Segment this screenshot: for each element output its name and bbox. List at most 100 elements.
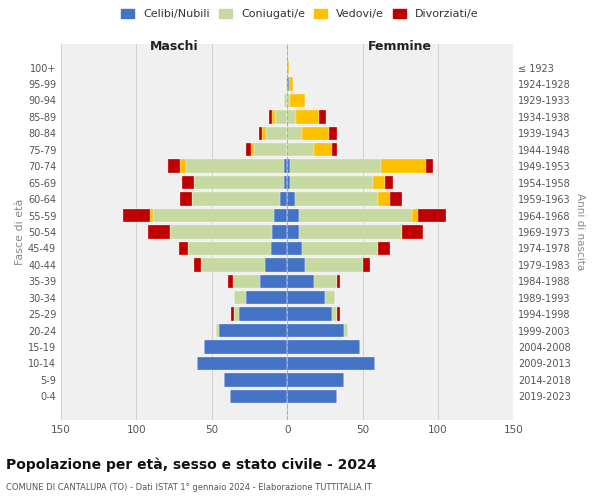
Bar xyxy=(197,356,287,370)
Bar xyxy=(192,192,280,206)
Text: COMUNE DI CANTALUPA (TO) - Dati ISTAT 1° gennaio 2024 - Elaborazione TUTTITALIA.: COMUNE DI CANTALUPA (TO) - Dati ISTAT 1°… xyxy=(6,482,372,492)
Bar xyxy=(168,160,180,173)
Bar xyxy=(232,308,235,321)
Legend: Celibi/Nubili, Coniugati/e, Vedovi/e, Divorziati/e: Celibi/Nubili, Coniugati/e, Vedovi/e, Di… xyxy=(118,6,482,22)
Y-axis label: Anni di nascita: Anni di nascita xyxy=(575,194,585,270)
Bar xyxy=(287,291,325,304)
Text: Maschi: Maschi xyxy=(150,40,199,53)
Bar xyxy=(377,192,390,206)
Bar xyxy=(332,143,337,156)
Bar xyxy=(247,291,287,304)
Bar xyxy=(289,78,293,91)
Bar xyxy=(180,160,186,173)
Bar xyxy=(182,176,194,190)
Bar xyxy=(287,274,314,288)
Bar xyxy=(380,160,426,173)
Bar xyxy=(280,192,287,206)
Bar xyxy=(287,143,314,156)
Bar xyxy=(269,110,272,124)
Bar xyxy=(272,225,287,238)
Bar xyxy=(201,258,265,272)
Bar xyxy=(194,258,201,272)
Bar xyxy=(153,209,274,222)
Bar xyxy=(150,209,153,222)
Bar xyxy=(287,126,302,140)
Bar xyxy=(290,176,373,190)
Bar xyxy=(286,78,287,91)
Bar xyxy=(233,274,260,288)
Bar xyxy=(287,308,332,321)
Bar xyxy=(271,242,287,255)
Bar xyxy=(272,110,275,124)
Bar xyxy=(275,110,287,124)
Bar xyxy=(305,258,362,272)
Bar xyxy=(426,160,433,173)
Bar xyxy=(287,225,299,238)
Bar xyxy=(412,209,418,222)
Bar xyxy=(287,192,295,206)
Bar xyxy=(299,209,412,222)
Bar xyxy=(314,143,332,156)
Bar xyxy=(290,160,380,173)
Bar xyxy=(287,94,290,107)
Bar xyxy=(377,242,390,255)
Bar xyxy=(284,94,287,107)
Bar xyxy=(262,126,266,140)
Bar xyxy=(230,390,287,403)
Bar xyxy=(418,209,446,222)
Bar xyxy=(284,176,287,190)
Bar xyxy=(170,225,272,238)
Bar xyxy=(259,126,262,140)
Y-axis label: Fasce di età: Fasce di età xyxy=(15,199,25,265)
Bar xyxy=(332,308,337,321)
Bar xyxy=(186,160,284,173)
Bar xyxy=(287,78,289,91)
Bar xyxy=(287,61,289,74)
Bar xyxy=(373,176,385,190)
Bar xyxy=(337,274,340,288)
Bar xyxy=(235,308,239,321)
Bar xyxy=(284,160,287,173)
Bar xyxy=(265,258,287,272)
Bar xyxy=(302,126,329,140)
Bar xyxy=(247,143,251,156)
Bar xyxy=(148,225,170,238)
Bar xyxy=(295,192,377,206)
Bar xyxy=(362,258,370,272)
Text: Femmine: Femmine xyxy=(368,40,432,53)
Bar xyxy=(204,340,287,353)
Bar xyxy=(287,209,299,222)
Bar xyxy=(290,94,305,107)
Bar xyxy=(188,242,271,255)
Bar xyxy=(266,126,287,140)
Bar xyxy=(337,308,340,321)
Bar xyxy=(402,225,423,238)
Bar xyxy=(390,192,402,206)
Bar xyxy=(194,176,284,190)
Bar xyxy=(287,340,359,353)
Bar xyxy=(239,308,287,321)
Text: Popolazione per età, sesso e stato civile - 2024: Popolazione per età, sesso e stato civil… xyxy=(6,458,377,472)
Bar xyxy=(314,274,337,288)
Bar xyxy=(217,324,220,338)
Bar xyxy=(254,143,287,156)
Bar xyxy=(235,291,247,304)
Bar xyxy=(385,176,393,190)
Bar xyxy=(287,242,302,255)
Bar xyxy=(344,324,347,338)
Bar xyxy=(287,390,337,403)
Bar xyxy=(287,176,290,190)
Bar xyxy=(179,242,188,255)
Bar xyxy=(329,126,337,140)
Bar xyxy=(260,274,287,288)
Bar xyxy=(123,209,150,222)
Bar xyxy=(287,356,374,370)
Bar xyxy=(319,110,326,124)
Bar xyxy=(299,225,402,238)
Bar xyxy=(224,373,287,386)
Bar xyxy=(180,192,192,206)
Bar xyxy=(287,258,305,272)
Bar xyxy=(287,373,344,386)
Bar xyxy=(251,143,254,156)
Bar xyxy=(229,274,233,288)
